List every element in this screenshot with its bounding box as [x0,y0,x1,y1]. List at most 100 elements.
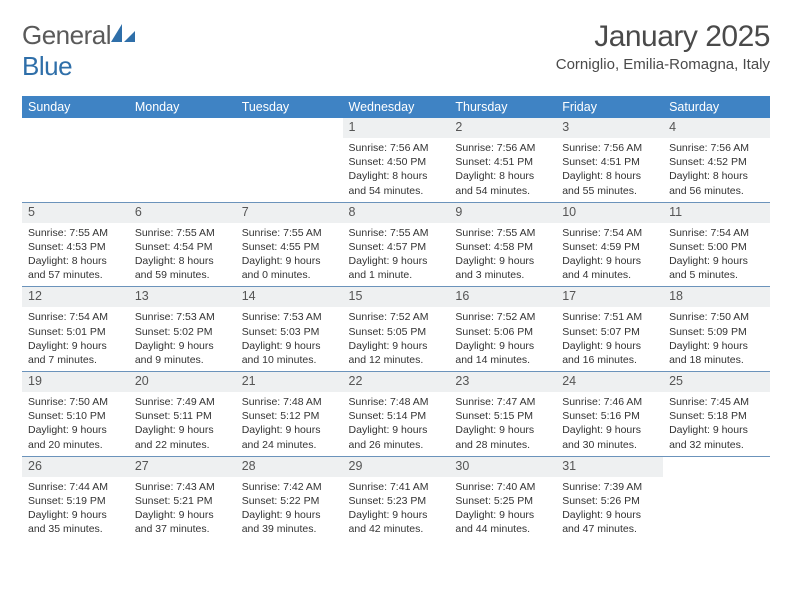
sunrise-line: Sunrise: 7:48 AM [349,396,429,408]
day-details: Sunrise: 7:48 AMSunset: 5:14 PMDaylight:… [343,392,450,456]
day-number: 24 [556,372,663,392]
day-details: Sunrise: 7:56 AMSunset: 4:52 PMDaylight:… [663,138,770,202]
calendar-cell [129,118,236,202]
day-number: 11 [663,203,770,223]
calendar-cell: 6Sunrise: 7:55 AMSunset: 4:54 PMDaylight… [129,202,236,287]
weekday-header: Tuesday [236,96,343,118]
sunrise-line: Sunrise: 7:54 AM [669,227,749,239]
calendar-cell [22,118,129,202]
calendar-cell: 17Sunrise: 7:51 AMSunset: 5:07 PMDayligh… [556,287,663,372]
sunrise-line: Sunrise: 7:55 AM [135,227,215,239]
day-details: Sunrise: 7:55 AMSunset: 4:54 PMDaylight:… [129,223,236,287]
daylight-line: Daylight: 9 hours and 39 minutes. [242,509,321,535]
sunset-line: Sunset: 5:02 PM [135,326,213,338]
calendar-cell: 3Sunrise: 7:56 AMSunset: 4:51 PMDaylight… [556,118,663,202]
calendar-cell: 26Sunrise: 7:44 AMSunset: 5:19 PMDayligh… [22,456,129,540]
sunrise-line: Sunrise: 7:50 AM [28,396,108,408]
day-details: Sunrise: 7:54 AM Sunset: 5:00 PM Daylight:… [663,223,770,287]
day-number: 9 [449,203,556,223]
calendar-cell: 8Sunrise: 7:55 AMSunset: 4:57 PMDaylight… [343,202,450,287]
calendar-cell: 5Sunrise: 7:55 AMSunset: 4:53 PMDaylight… [22,202,129,287]
sunrise-line: Sunrise: 7:55 AM [242,227,322,239]
daylight-line: Daylight: 9 hours and 37 minutes. [135,509,214,535]
calendar-cell [663,456,770,540]
brand-name-part2: Blue [22,51,72,81]
calendar-cell: 4Sunrise: 7:56 AMSunset: 4:52 PMDaylight… [663,118,770,202]
calendar-cell: 29Sunrise: 7:41 AMSunset: 5:23 PMDayligh… [343,456,450,540]
sunset-line: Sunset: 4:59 PM [562,241,640,253]
day-number: 10 [556,203,663,223]
calendar-header-row: SundayMondayTuesdayWednesdayThursdayFrid… [22,96,770,118]
sunrise-line: Sunrise: 7:49 AM [135,396,215,408]
sunset-line: Sunset: 5:03 PM [242,326,320,338]
sunset-line: Sunset: 4:52 PM [669,156,747,168]
calendar-week-row: 1Sunrise: 7:56 AMSunset: 4:50 PMDaylight… [22,118,770,202]
day-number: 16 [449,287,556,307]
calendar-cell: 23Sunrise: 7:47 AMSunset: 5:15 PMDayligh… [449,372,556,457]
sunset-line: Sunset: 4:54 PM [135,241,213,253]
sunrise-line: Sunrise: 7:39 AM [562,481,642,493]
daylight-line: Daylight: 8 hours and 54 minutes. [455,170,534,196]
day-number: 27 [129,457,236,477]
daylight-line: Daylight: 9 hours and 42 minutes. [349,509,428,535]
day-details: Sunrise: 7:43 AMSunset: 5:21 PMDaylight:… [129,477,236,541]
day-details: Sunrise: 7:42 AMSunset: 5:22 PMDaylight:… [236,477,343,541]
sunset-line: Sunset: 4:51 PM [562,156,640,168]
daylight-line: Daylight: 9 hours and 20 minutes. [28,424,107,450]
daylight-line: Daylight: 9 hours and 22 minutes. [135,424,214,450]
daylight-line: Daylight: 9 hours and 7 minutes. [28,340,107,366]
day-number: 21 [236,372,343,392]
calendar-cell: 10Sunrise: 7:54 AMSunset: 4:59 PMDayligh… [556,202,663,287]
sunset-line: Sunset: 5:21 PM [135,495,213,507]
sunset-line: Sunset: 5:19 PM [28,495,106,507]
calendar-body: 1Sunrise: 7:56 AMSunset: 4:50 PMDaylight… [22,118,770,540]
sunset-line: Sunset: 5:01 PM [28,326,106,338]
daylight-line: Daylight: 9 hours and 24 minutes. [242,424,321,450]
daylight-line: Daylight: 9 hours and 3 minutes. [455,255,534,281]
calendar-week-row: 19Sunrise: 7:50 AMSunset: 5:10 PMDayligh… [22,372,770,457]
sunrise-line: Sunrise: 7:55 AM [455,227,535,239]
daylight-line: Daylight: 9 hours and 32 minutes. [669,424,748,450]
daylight-line: Daylight: 9 hours and 28 minutes. [455,424,534,450]
daylight-line: Daylight: 9 hours and 16 minutes. [562,340,641,366]
calendar-cell: 21Sunrise: 7:48 AMSunset: 5:12 PMDayligh… [236,372,343,457]
sunrise-line: Sunrise: 7:56 AM [562,142,642,154]
day-number: 7 [236,203,343,223]
sunset-line: Sunset: 5:10 PM [28,410,106,422]
daylight-line: Daylight: 9 hours and 0 minutes. [242,255,321,281]
day-details: Sunrise: 7:40 AMSunset: 5:25 PMDaylight:… [449,477,556,541]
calendar-week-row: 26Sunrise: 7:44 AMSunset: 5:19 PMDayligh… [22,456,770,540]
sunset-line: Sunset: 5:00 PM [669,241,747,253]
weekday-header: Sunday [22,96,129,118]
daylight-line: Daylight: 8 hours and 55 minutes. [562,170,641,196]
calendar-cell: 31Sunrise: 7:39 AMSunset: 5:26 PMDayligh… [556,456,663,540]
day-details: Sunrise: 7:48 AMSunset: 5:12 PMDaylight:… [236,392,343,456]
daylight-line: Daylight: 9 hours and 30 minutes. [562,424,641,450]
sunrise-line: Sunrise: 7:51 AM [562,311,642,323]
calendar-week-row: 5Sunrise: 7:55 AMSunset: 4:53 PMDaylight… [22,202,770,287]
sunrise-line: Sunrise: 7:50 AM [669,311,749,323]
day-details: Sunrise: 7:45 AMSunset: 5:18 PMDaylight:… [663,392,770,456]
calendar-cell: 11 Sunrise: 7:54 AM Sunset: 5:00 PM Dayligh… [663,202,770,287]
sunset-line: Sunset: 4:50 PM [349,156,427,168]
day-number: 23 [449,372,556,392]
day-details: Sunrise: 7:44 AM Sunset: 5:19 PM Daylight:… [22,477,129,541]
brand-sail-icon [111,20,137,51]
sunrise-line: Sunrise: 7:44 AM [28,481,108,493]
day-details: Sunrise: 7:47 AMSunset: 5:15 PMDaylight:… [449,392,556,456]
brand-name: GeneralBlue [22,20,137,82]
day-number: 29 [343,457,450,477]
daylight-line: Daylight: 9 hours and 5 minutes. [669,255,748,281]
sunrise-line: Sunrise: 7:54 AM [28,311,108,323]
daylight-line: Daylight: 9 hours and 35 minutes. [28,509,107,535]
day-details: Sunrise: 7:55 AMSunset: 4:58 PMDaylight:… [449,223,556,287]
daylight-line: Daylight: 9 hours and 9 minutes. [135,340,214,366]
day-details: Sunrise: 7:56 AMSunset: 4:50 PMDaylight:… [343,138,450,202]
weekday-header: Wednesday [343,96,450,118]
calendar-cell: 25Sunrise: 7:45 AMSunset: 5:18 PMDayligh… [663,372,770,457]
sunrise-line: Sunrise: 7:40 AM [455,481,535,493]
day-number: 6 [129,203,236,223]
calendar-cell: 13Sunrise: 7:53 AMSunset: 5:02 PMDayligh… [129,287,236,372]
day-details: Sunrise: 7:53 AMSunset: 5:02 PMDaylight:… [129,307,236,371]
day-details: Sunrise: 7:55 AMSunset: 4:53 PMDaylight:… [22,223,129,287]
